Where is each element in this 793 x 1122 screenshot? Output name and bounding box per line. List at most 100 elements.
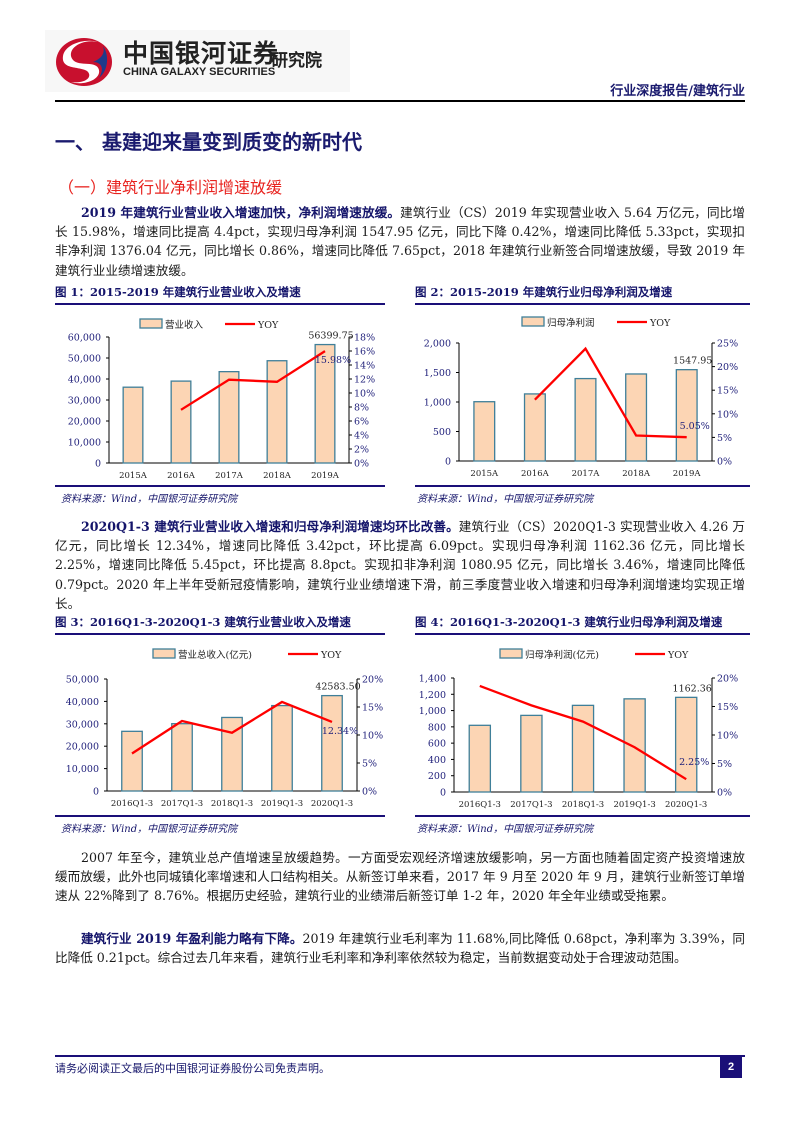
line-data-label: 2.25% [679, 757, 709, 768]
right-tick-label: 5% [717, 759, 732, 770]
left-tick-label: 1,400 [419, 674, 446, 685]
figure-title: 图 1：2015-2019 年建筑行业营业收入及增速 [55, 285, 301, 299]
x-tick-label: 2016Q1-3 [111, 799, 153, 809]
right-tick-label: 8% [354, 403, 369, 414]
figure-top-rule [55, 633, 385, 635]
page-number: 2 [720, 1056, 742, 1078]
legend-line-label: YOY [320, 650, 342, 661]
legend-line-label: YOY [649, 318, 671, 329]
figure-3: 图 3：2016Q1-3-2020Q1-3 建筑行业营业收入及增速 0 10,00… [55, 614, 385, 835]
paragraph-2: 2020Q1-3 建筑行业营业收入增速和归母净利润增速均环比改善。建筑行业（CS… [55, 517, 745, 613]
figure-source: 资料来源：Wind，中国银河证券研究院 [417, 824, 594, 835]
right-tick-label: 10% [354, 389, 375, 400]
x-tick-label: 2015A [119, 471, 148, 481]
legend-bar-label: 营业总收入(亿元) [178, 649, 252, 661]
logo-chinese-name: 中国银河证券 [123, 39, 280, 68]
left-tick-label: 20,000 [68, 417, 101, 428]
bar [218, 371, 240, 464]
logo-institute: 研究院 [271, 51, 322, 71]
x-tick-label: 2018A [622, 469, 651, 479]
left-tick-label: 50,000 [68, 354, 101, 365]
right-tick-label: 20% [717, 674, 738, 685]
chart-4: 0 200 400 600 800 1,000 1,200 1,400 0% 5% 10% 15% 20… [419, 648, 738, 810]
figure-title: 图 2：2015-2019 年建筑行业归母净利润及增速 [415, 285, 673, 299]
figure-bottom-rule [415, 485, 750, 487]
left-tick-label: 500 [433, 427, 451, 438]
paragraph-body: 2019 年建筑行业毛利率为 11.68%,同比降低 0.68pct，净利率为 … [55, 931, 745, 966]
right-tick-label: 4% [354, 431, 369, 442]
figure-source: 资料来源：Wind，中国银河证券研究院 [417, 494, 594, 505]
bar [571, 704, 595, 793]
footer-disclaimer: 请务必阅读正文最后的中国银河证券股份公司免责声明。 [55, 1062, 330, 1075]
right-tick-label: 15% [717, 702, 738, 713]
legend-line-label: YOY [257, 320, 279, 331]
left-tick-label: 600 [428, 739, 446, 750]
x-tick-label: 2017Q1-3 [161, 799, 203, 809]
left-tick-label: 10,000 [68, 438, 101, 449]
bar [321, 694, 343, 792]
left-tick-label: 800 [428, 722, 446, 733]
figure-bottom-rule [55, 485, 385, 487]
x-tick-label: 2016A [167, 471, 196, 481]
figure-title: 图 4：2016Q1-3-2020Q1-3 建筑行业归母净利润及增速 [415, 615, 723, 629]
left-tick-label: 0 [95, 459, 101, 470]
right-tick-label: 5% [717, 433, 732, 444]
figure-4: 图 4：2016Q1-3-2020Q1-3 建筑行业归母净利润及增速 0 200 4… [415, 614, 750, 835]
left-tick-label: 1,000 [424, 398, 451, 409]
right-tick-label: 14% [354, 361, 375, 372]
bar [674, 696, 698, 793]
paragraph-lead: 2020Q1-3 建筑行业营业收入增速和归母净利润增速均环比改善。 [81, 519, 459, 534]
right-tick-label: 12% [354, 375, 375, 386]
bar [122, 386, 144, 464]
figure-1: 图 1：2015-2019 年建筑行业营业收入及增速 0 10,000 20,000… [55, 284, 385, 505]
left-tick-label: 0 [93, 787, 99, 798]
bar-data-label: 42583.50 [315, 682, 360, 693]
left-tick-label: 400 [428, 755, 446, 766]
figure-2: 图 2：2015-2019 年建筑行业归母净利润及增速 0 500 1,000 1,5… [415, 284, 750, 505]
legend-line-label: YOY [667, 650, 689, 661]
footer-divider [55, 1055, 745, 1057]
right-tick-label: 15% [362, 703, 383, 714]
bar [574, 377, 597, 462]
x-tick-label: 2017A [572, 469, 601, 479]
header-divider [55, 100, 745, 102]
line-data-label: 5.05% [680, 421, 710, 432]
x-tick-label: 2019A [673, 469, 702, 479]
bar [523, 393, 546, 462]
x-tick-label: 2017Q1-3 [510, 800, 552, 810]
left-tick-label: 1,500 [424, 368, 451, 379]
legend-bar-swatch [152, 648, 176, 659]
left-tick-label: 1,200 [419, 690, 446, 701]
paragraph-lead: 建筑行业 2019 年盈利能力略有下降。 [81, 931, 303, 946]
figure-title: 图 3：2016Q1-3-2020Q1-3 建筑行业营业收入及增速 [55, 615, 351, 629]
left-tick-label: 50,000 [66, 675, 99, 686]
figure-source: 资料来源：Wind，中国银河证券研究院 [61, 824, 238, 835]
bar [623, 698, 646, 793]
chart-2: 0 500 1,000 1,500 2,000 0% 5% 10% 15% 20% 25% 2015A… [424, 316, 738, 479]
legend-bar-swatch [521, 316, 545, 327]
right-tick-label: 10% [717, 409, 738, 420]
right-tick-label: 25% [717, 339, 738, 350]
bar [266, 360, 288, 464]
right-tick-label: 20% [362, 675, 383, 686]
right-tick-label: 0% [717, 788, 732, 799]
bar [221, 716, 243, 792]
left-tick-label: 0 [440, 788, 446, 799]
paragraph-body: 建筑行业（CS）2019 年实现营业收入 5.64 万亿元，同比增长 15.98… [55, 205, 745, 278]
x-tick-label: 2018Q1-3 [211, 799, 253, 809]
paragraph-body: 2007 年至今，建筑业总产值增速呈放缓趋势。一方面受宏观经济增速放缓影响，另一… [55, 850, 745, 904]
figure-top-rule [415, 633, 750, 635]
chart-3: 0 10,000 20,000 30,000 40,000 50,000 0% 5% 10% 15… [66, 648, 383, 809]
right-tick-label: 10% [362, 731, 383, 742]
paragraph-4: 建筑行业 2019 年盈利能力略有下降。2019 年建筑行业毛利率为 11.68… [55, 929, 745, 967]
right-tick-label: 18% [354, 333, 375, 344]
legend-bar-label: 归母净利润(亿元) [525, 649, 599, 661]
company-logo: 中国银河证券 CHINA GALAXY SECURITIES 研究院 [45, 30, 350, 92]
bar [520, 714, 543, 793]
left-tick-label: 200 [428, 771, 446, 782]
report-type: 行业深度报告/建筑行业 [610, 84, 745, 99]
line-data-label: 15.98% [315, 355, 351, 366]
right-tick-label: 15% [717, 386, 738, 397]
paragraph-3: 2007 年至今，建筑业总产值增速呈放缓趋势。一方面受宏观经济增速放缓影响，另一… [55, 848, 745, 906]
bar [314, 343, 336, 464]
